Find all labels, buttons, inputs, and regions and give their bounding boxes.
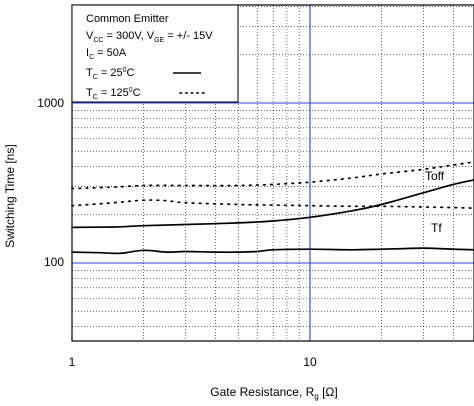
y-tick-label-1000: 1000 xyxy=(37,96,64,110)
y-tick-label-100: 100 xyxy=(44,255,64,269)
x-tick-label-1: 1 xyxy=(69,355,76,369)
legend-vcc-vge: VCC = 300V, VGE = +/- 15V xyxy=(86,30,213,44)
tick-labels: 1000 100 1 10 xyxy=(37,96,317,369)
major-grid xyxy=(72,5,474,341)
y-axis-title: Switching Time [ns] xyxy=(3,144,17,247)
legend-title: Common Emitter xyxy=(86,13,169,25)
legend-background xyxy=(71,4,239,103)
legend-tc-25: TC = 250C xyxy=(86,67,134,81)
x-tick-label-10: 10 xyxy=(303,355,317,369)
series-line-toff-125-c xyxy=(71,161,474,190)
annotation-toff: Toff xyxy=(425,169,445,183)
legend-ic: IC = 50A xyxy=(86,47,127,61)
series-line-toff-25-c xyxy=(71,179,474,229)
x-axis-title: Gate Resistance, Rg [Ω] xyxy=(210,385,337,401)
legend-box: Common Emitter VCC = 300V, VGE = +/- 15V… xyxy=(71,4,239,103)
series-line-tf-25-c xyxy=(71,247,474,255)
series-line-tf-125-c xyxy=(71,199,474,209)
series-layer xyxy=(71,161,474,255)
plot-frame xyxy=(71,4,474,342)
legend-tc-125: TC = 1250C xyxy=(86,87,141,101)
annotation-tf: Tf xyxy=(431,221,442,235)
